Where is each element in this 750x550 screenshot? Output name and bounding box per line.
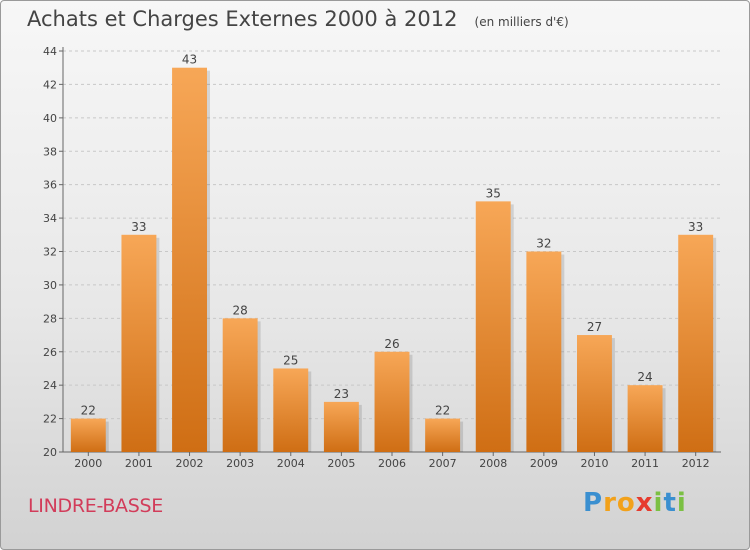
data-label: 26 <box>384 337 399 351</box>
logo-letter: o <box>616 488 636 518</box>
y-tick-label: 20 <box>43 446 57 459</box>
x-tick-label: 2009 <box>530 457 558 470</box>
x-tick-label: 2008 <box>479 457 507 470</box>
bar <box>475 201 511 452</box>
y-tick-label: 32 <box>43 246 57 259</box>
data-label: 22 <box>435 404 450 418</box>
x-tick-label: 2011 <box>631 457 659 470</box>
y-tick-label: 24 <box>43 379 57 392</box>
y-tick-label: 22 <box>43 413 57 426</box>
bar <box>222 318 258 452</box>
chart-title: Achats et Charges Externes 2000 à 2012 <box>27 7 458 31</box>
x-tick-label: 2007 <box>429 457 457 470</box>
y-tick-label: 34 <box>43 212 57 225</box>
y-tick-label: 38 <box>43 145 57 158</box>
y-tick-label: 30 <box>43 279 57 292</box>
logo-letter: r <box>603 488 617 518</box>
data-label: 24 <box>637 370 652 384</box>
logo-letter: x <box>635 488 654 518</box>
bar <box>323 401 359 452</box>
bar <box>121 234 157 452</box>
data-label: 22 <box>81 404 96 418</box>
x-tick-label: 2004 <box>277 457 305 470</box>
data-label: 27 <box>587 320 602 334</box>
y-tick-label: 28 <box>43 312 57 325</box>
data-label: 32 <box>536 237 551 251</box>
bar <box>70 418 106 452</box>
x-tick-label: 2001 <box>125 457 153 470</box>
x-tick-label: 2003 <box>226 457 254 470</box>
y-tick-label: 36 <box>43 179 57 192</box>
x-tick-label: 2000 <box>74 457 102 470</box>
x-tick-label: 2002 <box>176 457 204 470</box>
chart-subtitle: (en milliers d'€) <box>474 15 569 29</box>
labels: 20 22 24 26 28 30 32 34 36 38 40 42 44 22 2000 33 2001 43… <box>43 45 710 470</box>
bar <box>678 234 714 452</box>
y-tick-label: 42 <box>43 78 57 91</box>
logo-letter: i <box>653 488 664 518</box>
data-label: 33 <box>688 220 703 234</box>
x-tick-label: 2012 <box>682 457 710 470</box>
data-label: 28 <box>233 303 248 317</box>
data-label: 43 <box>182 53 197 67</box>
logo-letter: t <box>663 488 677 518</box>
logo-letter: P <box>583 488 604 518</box>
y-tick-label: 26 <box>43 346 57 359</box>
y-tick-label: 40 <box>43 112 57 125</box>
chart-title-row: Achats et Charges Externes 2000 à 2012 (… <box>27 7 569 31</box>
bar <box>425 418 461 452</box>
commune-name: LINDRE-BASSE <box>28 495 163 517</box>
data-label: 23 <box>334 387 349 401</box>
bar <box>576 335 612 452</box>
logo-letter: i <box>676 488 687 518</box>
data-label: 35 <box>486 186 501 200</box>
bar <box>526 251 562 452</box>
bars <box>70 67 717 452</box>
x-tick-label: 2010 <box>580 457 608 470</box>
x-tick-label: 2005 <box>327 457 355 470</box>
bar <box>627 385 663 452</box>
data-label: 25 <box>283 353 298 367</box>
x-tick-label: 2006 <box>378 457 406 470</box>
data-label: 33 <box>131 220 146 234</box>
bar <box>374 351 410 452</box>
bar <box>172 67 208 452</box>
proxiti-logo: Proxiti <box>583 488 687 518</box>
y-tick-label: 44 <box>43 45 57 58</box>
bar <box>273 368 309 452</box>
